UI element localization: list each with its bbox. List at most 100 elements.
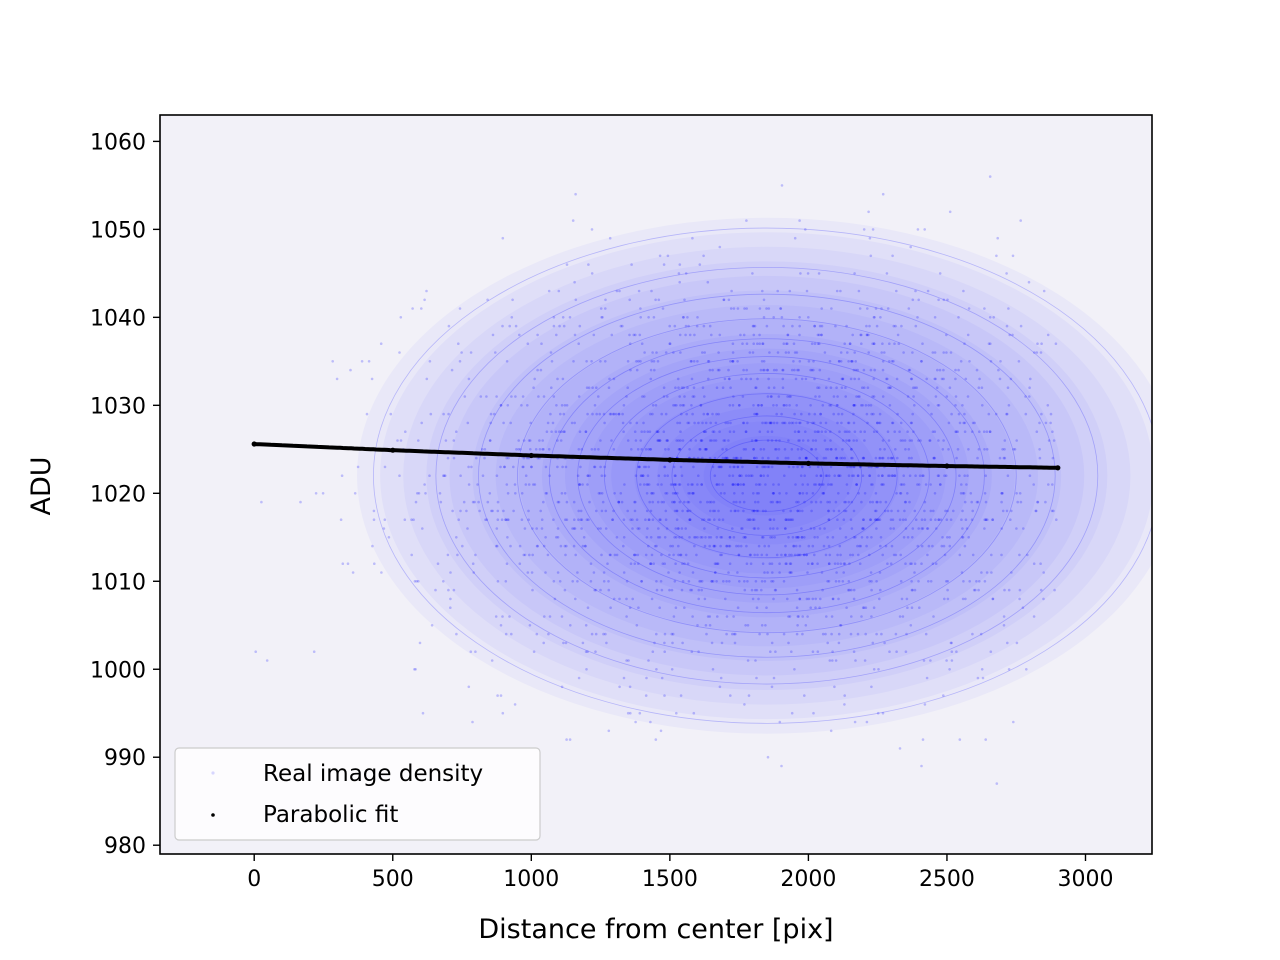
- density-point: [755, 676, 758, 680]
- density-point: [727, 439, 730, 442]
- density-point: [666, 439, 669, 442]
- density-point: [1002, 624, 1006, 627]
- density-point: [926, 527, 930, 530]
- density-point: [948, 386, 952, 390]
- density-point: [856, 474, 860, 478]
- density-point: [857, 553, 860, 557]
- density-contour: [603, 373, 930, 579]
- density-point: [634, 474, 638, 478]
- density-point: [387, 536, 391, 539]
- density-point: [791, 324, 794, 328]
- density-point: [826, 641, 829, 645]
- density-point: [865, 412, 869, 416]
- density-point: [661, 307, 665, 310]
- density-point: [584, 430, 588, 434]
- density-point: [1019, 500, 1023, 504]
- density-point: [828, 360, 832, 363]
- density-point: [621, 324, 624, 328]
- density-point: [530, 465, 533, 469]
- density-point: [852, 536, 856, 539]
- density-point: [751, 597, 755, 601]
- density-point: [708, 624, 712, 627]
- density-point: [628, 342, 632, 346]
- density-point: [708, 368, 712, 372]
- density-point: [1001, 448, 1004, 451]
- density-point: [425, 377, 429, 381]
- density-point: [848, 342, 852, 346]
- density-point: [934, 518, 937, 521]
- density-point: [699, 536, 703, 539]
- density-point: [428, 360, 432, 363]
- density-point: [411, 307, 414, 310]
- density-point: [848, 465, 852, 469]
- density-point: [853, 377, 856, 381]
- density-point: [874, 518, 877, 521]
- density-point: [745, 307, 748, 310]
- density-point: [765, 324, 769, 328]
- density-point: [976, 456, 979, 460]
- density-point: [806, 483, 810, 486]
- density-point: [1007, 307, 1010, 310]
- density-point: [495, 544, 498, 548]
- density-point: [641, 474, 645, 478]
- density-point: [755, 606, 759, 609]
- density-point: [847, 474, 851, 478]
- density-point: [913, 571, 916, 574]
- density-point: [748, 351, 752, 354]
- density-point: [894, 632, 898, 636]
- density-point: [771, 580, 775, 583]
- density-point: [961, 597, 965, 601]
- density-point: [888, 404, 892, 407]
- density-point: [754, 412, 758, 416]
- density-point: [766, 474, 770, 478]
- density-point: [749, 377, 753, 381]
- density-point: [809, 368, 812, 372]
- density-point: [724, 421, 727, 425]
- density-point: [757, 544, 761, 548]
- density-point: [843, 562, 847, 565]
- density-point: [835, 571, 838, 574]
- density-point: [727, 377, 731, 381]
- density-point: [421, 527, 424, 530]
- density-point: [758, 483, 762, 486]
- density-point: [622, 536, 626, 539]
- density-point: [862, 518, 865, 521]
- density-point: [1033, 351, 1036, 354]
- density-point: [736, 509, 740, 513]
- density-point: [761, 465, 764, 469]
- density-point: [720, 641, 724, 645]
- density-point: [676, 527, 680, 530]
- density-point: [841, 377, 845, 381]
- density-point: [719, 465, 723, 469]
- density-point: [907, 307, 911, 310]
- density-point: [668, 553, 671, 557]
- density-point: [612, 412, 616, 416]
- density-point: [396, 439, 399, 442]
- density-point: [899, 492, 902, 495]
- density-point: [825, 386, 828, 390]
- density-point: [697, 421, 700, 425]
- density-point: [737, 404, 741, 407]
- density-point: [798, 544, 802, 548]
- density-point: [945, 580, 948, 583]
- density-point: [696, 316, 699, 319]
- density-point: [945, 518, 949, 521]
- density-point: [957, 316, 960, 319]
- density-point: [841, 448, 844, 451]
- density-point: [890, 474, 894, 478]
- density-point: [900, 483, 904, 486]
- density-point: [640, 580, 643, 583]
- density-point: [805, 553, 808, 557]
- density-point: [603, 474, 607, 478]
- density-point: [906, 430, 909, 434]
- density-point: [722, 580, 725, 583]
- density-point: [987, 342, 991, 346]
- density-point: [446, 456, 450, 460]
- density-point: [749, 553, 752, 557]
- density-point: [589, 562, 593, 565]
- density-point: [1021, 606, 1025, 609]
- density-point: [609, 412, 613, 416]
- density-point: [886, 307, 890, 310]
- density-point: [722, 439, 725, 442]
- legend-marker-density: [211, 771, 215, 775]
